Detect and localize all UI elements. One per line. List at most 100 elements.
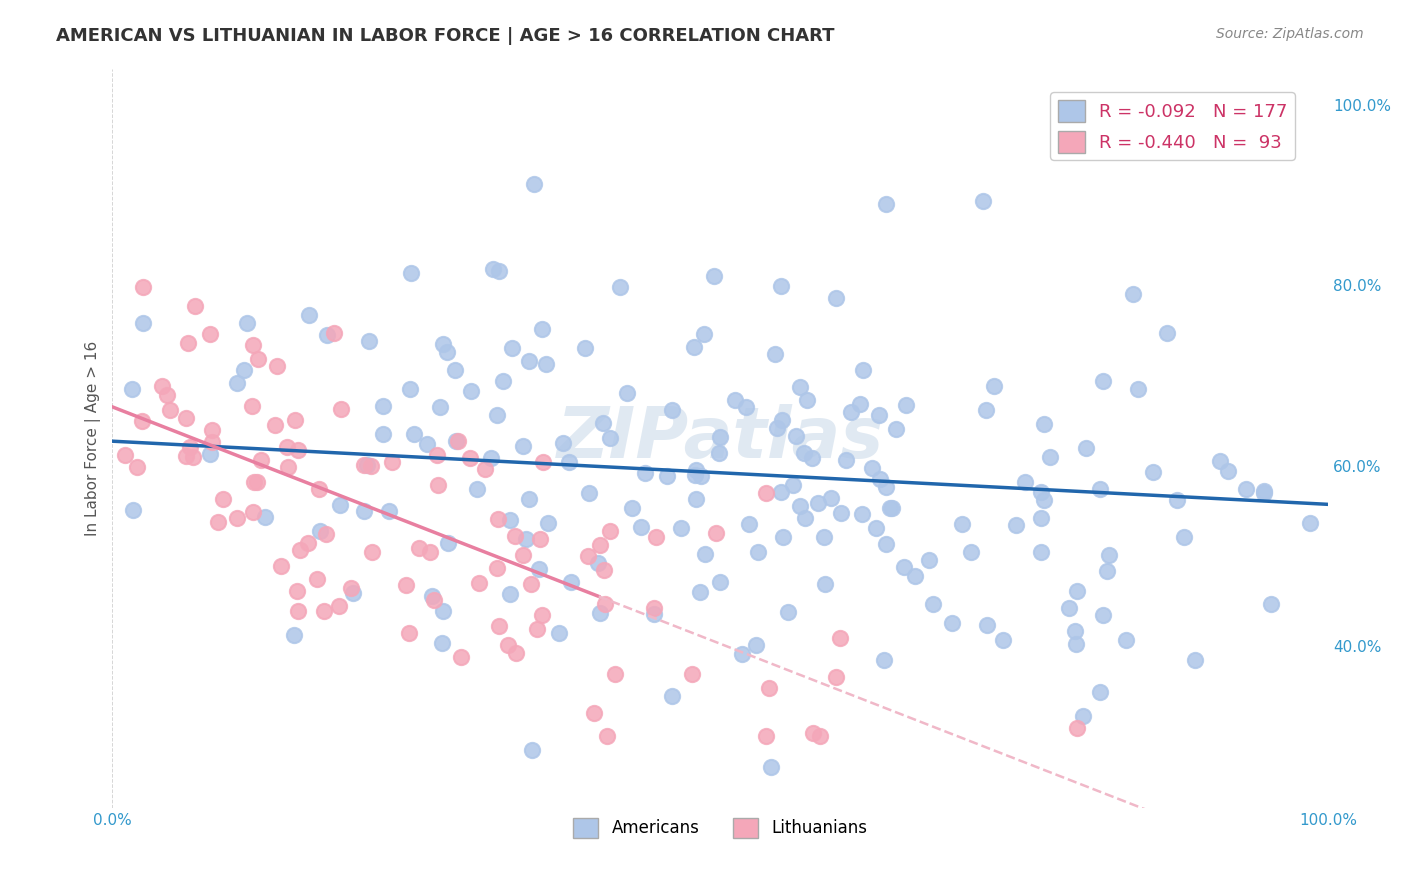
Legend: Americans, Lithuanians: Americans, Lithuanians <box>567 811 875 845</box>
Point <box>879 501 901 516</box>
Point <box>1066 584 1088 599</box>
Point <box>759 760 782 774</box>
Point <box>685 463 707 477</box>
Point <box>974 403 997 417</box>
Point <box>357 334 380 348</box>
Point <box>918 553 941 567</box>
Point <box>297 535 319 549</box>
Point <box>408 541 430 555</box>
Point <box>1005 518 1028 533</box>
Point <box>488 264 510 278</box>
Point <box>671 520 693 534</box>
Point <box>512 439 534 453</box>
Point <box>419 545 441 559</box>
Point <box>1031 545 1053 559</box>
Point <box>360 545 382 559</box>
Point <box>485 561 508 575</box>
Point <box>499 587 522 601</box>
Point <box>789 379 811 393</box>
Point <box>474 462 496 476</box>
Point <box>683 468 706 483</box>
Point <box>796 393 818 408</box>
Point <box>420 589 443 603</box>
Point <box>1098 548 1121 562</box>
Point <box>529 562 551 576</box>
Point <box>1218 465 1240 479</box>
Point <box>1209 454 1232 468</box>
Text: Source: ZipAtlas.com: Source: ZipAtlas.com <box>1216 27 1364 41</box>
Point <box>381 455 404 469</box>
Point <box>1088 685 1111 699</box>
Point <box>1032 492 1054 507</box>
Point <box>769 279 792 293</box>
Point <box>328 599 350 613</box>
Point <box>589 538 612 552</box>
Point <box>655 469 678 483</box>
Point <box>377 504 399 518</box>
Point <box>820 491 842 506</box>
Point <box>1092 607 1115 622</box>
Point <box>1299 516 1322 531</box>
Point <box>423 593 446 607</box>
Point <box>207 516 229 530</box>
Point <box>427 477 450 491</box>
Point <box>1064 636 1087 650</box>
Text: ZIPatlas: ZIPatlas <box>557 404 884 473</box>
Point <box>150 379 173 393</box>
Point <box>1039 450 1062 464</box>
Point <box>512 549 534 563</box>
Point <box>520 577 543 591</box>
Point <box>828 632 851 646</box>
Point <box>869 472 891 486</box>
Point <box>747 545 769 559</box>
Point <box>515 532 537 546</box>
Point <box>548 626 571 640</box>
Point <box>283 628 305 642</box>
Point <box>599 524 621 538</box>
Point <box>808 729 831 743</box>
Point <box>1029 510 1052 524</box>
Point <box>875 197 897 211</box>
Point <box>356 458 378 472</box>
Point <box>339 582 361 596</box>
Point <box>993 632 1015 647</box>
Point <box>589 606 612 620</box>
Point <box>801 450 824 465</box>
Point <box>709 430 731 444</box>
Point <box>661 402 683 417</box>
Point <box>703 269 725 284</box>
Point <box>179 440 201 454</box>
Point <box>852 363 875 377</box>
Point <box>501 341 523 355</box>
Point <box>308 482 330 496</box>
Point <box>323 326 346 340</box>
Point <box>873 653 896 667</box>
Point <box>353 504 375 518</box>
Point <box>839 405 862 419</box>
Point <box>681 667 703 681</box>
Point <box>875 537 897 551</box>
Point <box>201 434 224 449</box>
Point <box>825 670 848 684</box>
Point <box>1064 624 1087 639</box>
Point <box>578 485 600 500</box>
Point <box>131 414 153 428</box>
Point <box>709 575 731 590</box>
Point <box>616 385 638 400</box>
Point <box>851 507 873 521</box>
Point <box>436 536 458 550</box>
Point <box>183 450 205 465</box>
Point <box>959 545 981 559</box>
Point <box>586 557 609 571</box>
Point <box>287 604 309 618</box>
Point <box>904 569 927 583</box>
Point <box>430 636 453 650</box>
Point <box>537 516 560 530</box>
Point <box>287 443 309 458</box>
Point <box>605 666 627 681</box>
Point <box>1031 485 1053 500</box>
Point <box>785 428 807 442</box>
Point <box>875 480 897 494</box>
Point <box>1126 382 1149 396</box>
Point <box>404 427 426 442</box>
